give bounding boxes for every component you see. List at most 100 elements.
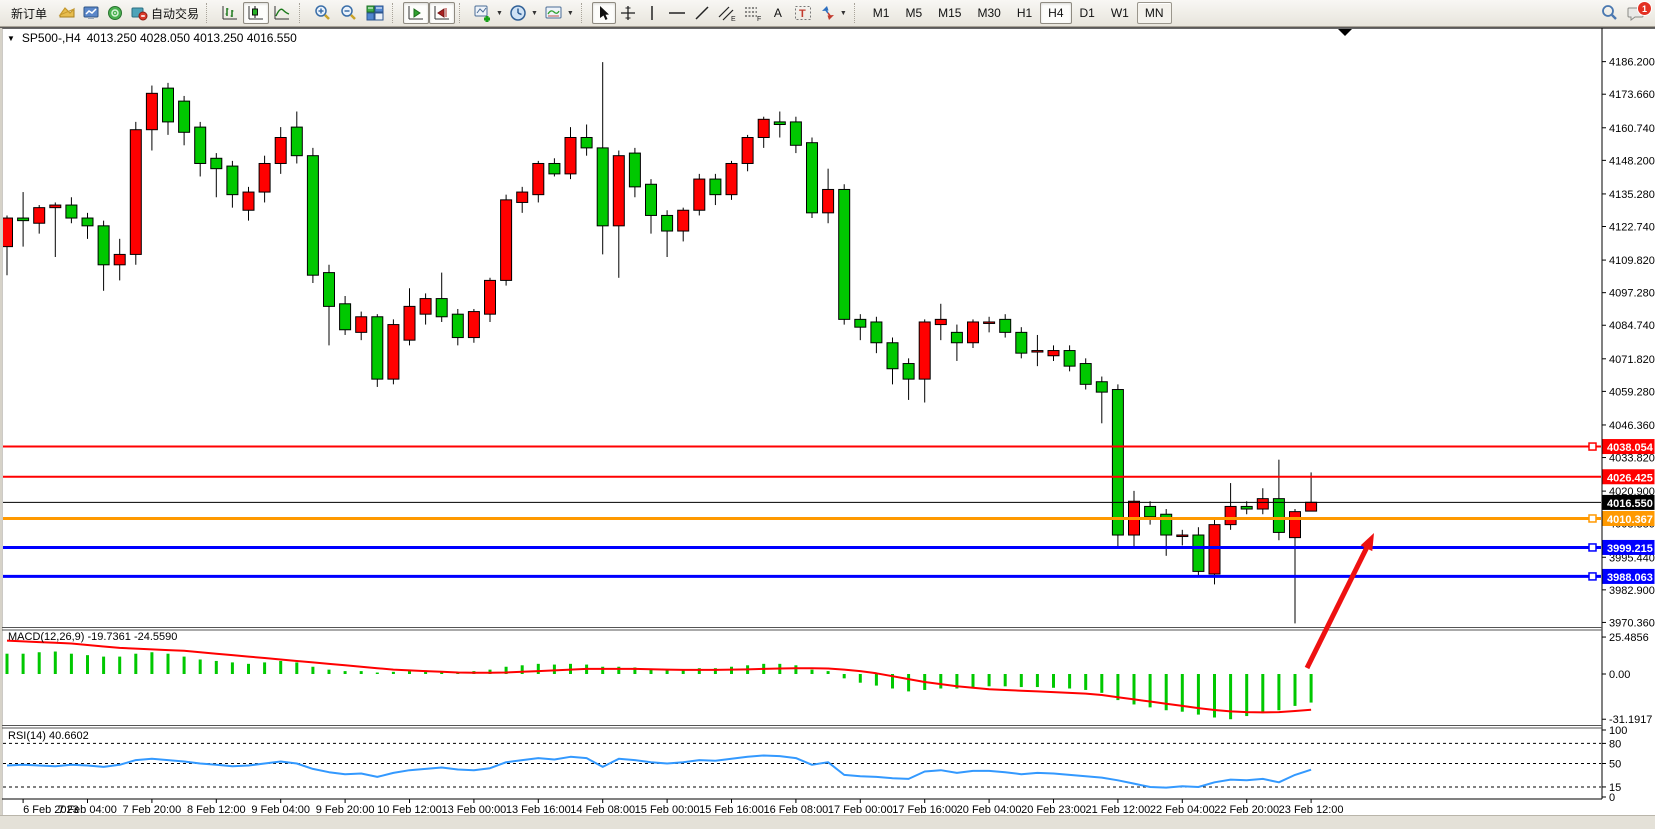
tf-m15-button[interactable]: M15 (930, 2, 969, 24)
svg-text:10 Feb 12:00: 10 Feb 12:00 (377, 804, 442, 816)
candle-up (934, 303, 947, 341)
candlestick-chart-button[interactable] (243, 2, 270, 24)
autotrading-button[interactable]: 自动交易 (127, 2, 202, 24)
horizontal-line[interactable] (3, 543, 1601, 552)
new-order-button[interactable]: 新订单 (3, 2, 55, 24)
bar-chart-button[interactable] (217, 2, 243, 24)
svg-text:22 Feb 04:00: 22 Feb 04:00 (1150, 804, 1215, 816)
symbol-dropdown-icon[interactable]: ▼ (7, 33, 15, 43)
tf-m30-button[interactable]: M30 (969, 2, 1008, 24)
candle-down (371, 314, 384, 387)
indicators-button[interactable]: ▼ (470, 2, 506, 24)
search-button[interactable] (1597, 2, 1623, 24)
crosshair-button[interactable] (616, 2, 640, 24)
dropdown-caret-icon[interactable]: ▼ (566, 9, 574, 17)
chart-shift-button[interactable] (429, 2, 456, 24)
gold-chart-icon (58, 5, 76, 21)
horizontal-line[interactable] (3, 514, 1601, 523)
candle-up (1047, 345, 1060, 361)
horizontal-line[interactable] (3, 442, 1601, 451)
navigator-icon-button[interactable] (103, 2, 127, 24)
tf-w1-button[interactable]: W1 (1103, 2, 1137, 24)
fibonacci-button[interactable]: F (740, 2, 766, 24)
tf-mn-button-label: MN (1144, 6, 1164, 20)
svg-text:16 Feb 08:00: 16 Feb 08:00 (763, 804, 828, 816)
tf-m1-button[interactable]: M1 (865, 2, 898, 24)
candle-up (516, 186, 529, 213)
autotrading-button-label: 自动交易 (151, 6, 200, 21)
candle-down (81, 212, 94, 239)
tf-d1-button[interactable]: D1 (1072, 2, 1103, 24)
horizontal-line-button[interactable] (664, 2, 690, 24)
candle-down (1144, 501, 1157, 525)
svg-text:0.00: 0.00 (1609, 669, 1630, 681)
dropdown-caret-icon[interactable]: ▼ (530, 9, 538, 17)
chat-button[interactable]: 1 (1623, 1, 1652, 24)
tf-h1-button[interactable]: H1 (1009, 2, 1040, 24)
candle-down (661, 210, 674, 258)
svg-text:4033.820: 4033.820 (1609, 453, 1655, 465)
rsi-indicator-label: RSI(14) 40.6602 (8, 730, 89, 742)
rsi-panel (3, 742, 1601, 789)
svg-text:4186.200: 4186.200 (1609, 57, 1655, 69)
terminal-icon-button[interactable] (79, 2, 103, 24)
trendline-icon (693, 4, 711, 22)
navigator-icon (107, 5, 124, 21)
templates-button[interactable]: ▼ (541, 2, 577, 24)
tile-windows-button[interactable] (362, 2, 388, 24)
candle-up (1289, 509, 1301, 624)
candle-down (339, 295, 352, 335)
candle-up (419, 293, 432, 325)
auto-scroll-button[interactable] (403, 2, 430, 24)
tf-m5-button-label: M5 (905, 6, 923, 20)
text-label-button[interactable]: T (790, 2, 816, 24)
candle-down (194, 121, 207, 177)
tf-mn-button[interactable]: MN (1136, 2, 1172, 24)
notification-badge: 1 (1637, 1, 1652, 16)
candle-down (838, 184, 851, 325)
text-button[interactable]: A (766, 2, 790, 24)
vertical-line-button[interactable] (640, 2, 664, 24)
candlestick-icon (246, 4, 266, 22)
zoom-in-button[interactable] (310, 2, 336, 24)
periods-button[interactable]: ▼ (506, 2, 541, 24)
templates-icon (544, 4, 564, 22)
trendline-button[interactable] (690, 2, 714, 24)
svg-text:7 Feb 04:00: 7 Feb 04:00 (58, 804, 117, 816)
tf-h4-button[interactable]: H4 (1040, 2, 1072, 24)
trend-arrow[interactable] (1304, 533, 1374, 670)
channel-button[interactable]: E (714, 2, 740, 24)
dropdown-caret-icon[interactable]: ▼ (839, 9, 847, 17)
svg-text:4135.280: 4135.280 (1609, 189, 1655, 201)
candle-up (741, 134, 754, 172)
svg-text:4097.280: 4097.280 (1609, 288, 1655, 300)
svg-text:80: 80 (1609, 738, 1621, 750)
svg-text:3982.900: 3982.900 (1609, 585, 1655, 597)
new-order-button-label: 新订单 (11, 6, 48, 21)
candle-down (773, 111, 786, 138)
auto-scroll-icon (406, 4, 426, 22)
toolbar-separator (853, 3, 862, 23)
svg-text:50: 50 (1609, 759, 1621, 771)
svg-text:4010.367: 4010.367 (1607, 514, 1653, 526)
cursor-button[interactable] (591, 2, 616, 24)
arrows-button[interactable]: ▼ (816, 2, 850, 24)
zoom-out-button[interactable] (336, 2, 362, 24)
zoom-out-icon (339, 4, 359, 22)
tf-m5-button[interactable]: M5 (897, 2, 930, 24)
tile-windows-icon (365, 4, 385, 22)
candle-down (1079, 358, 1092, 390)
price-axis[interactable]: 4186.200 4173.660 4160.740 4148.200 4135.280… (1602, 57, 1655, 804)
dropdown-caret-icon[interactable]: ▼ (496, 9, 503, 17)
horizontal-line[interactable] (3, 572, 1601, 581)
line-chart-button[interactable] (269, 2, 295, 24)
text-button-label: A (773, 6, 782, 20)
candle-up (129, 121, 142, 265)
candle-down (323, 264, 335, 346)
chart-icon-button[interactable] (55, 2, 79, 24)
svg-text:3995.440: 3995.440 (1609, 552, 1655, 564)
svg-text:6 Feb 2023: 6 Feb 2023 (23, 804, 79, 816)
candle-down (226, 160, 239, 208)
candle-up (484, 277, 496, 322)
